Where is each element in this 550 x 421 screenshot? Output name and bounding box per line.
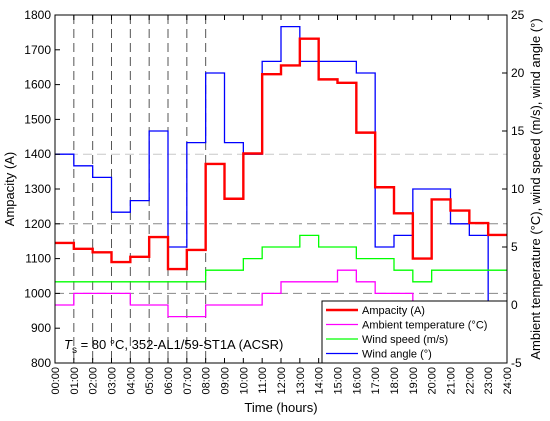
- left-tick-label: 1300: [24, 182, 51, 196]
- right-tick-label: 25: [511, 8, 525, 22]
- x-tick-label: 02:00: [88, 367, 100, 395]
- x-tick-label: 11:00: [257, 367, 269, 394]
- x-tick-label: 24:00: [502, 367, 514, 395]
- left-tick-label: 1800: [24, 8, 51, 22]
- x-tick-label: 14:00: [314, 367, 326, 395]
- x-tick-label: 04:00: [125, 367, 137, 395]
- x-tick-label: 19:00: [408, 367, 420, 395]
- x-tick-label: 20:00: [427, 367, 439, 395]
- legend-label: Ambient temperature (°C): [362, 320, 487, 332]
- legend-label: Wind speed (m/s): [362, 334, 448, 346]
- x-tick-label: 03:00: [107, 367, 119, 395]
- series-line: [55, 25, 507, 306]
- legend-box: [321, 300, 508, 364]
- right-axis: -5 0 5 10 15 20 25: [502, 8, 525, 370]
- x-tick-label: 01:00: [69, 367, 81, 395]
- left-tick-label: 800: [31, 356, 51, 370]
- x-tick-label: 12:00: [276, 367, 288, 395]
- series-line: [55, 269, 507, 318]
- x-tick-label: 05:00: [144, 367, 156, 395]
- right-tick-label: 10: [511, 182, 525, 196]
- left-tick-label: 900: [31, 321, 51, 335]
- x-tick-label: 16:00: [351, 367, 363, 395]
- left-tick-label: 1600: [24, 78, 51, 92]
- x-axis: 00:00 01:00 02:00 03:00 04:00 05:00 06:00 07:00…: [50, 15, 514, 395]
- right-tick-label: 15: [511, 124, 525, 138]
- x-tick-label: 23:00: [483, 367, 495, 395]
- left-axis: 800 900 1000 1100 1200 1300 1400 1500 1600 1700 18…: [24, 8, 60, 370]
- left-axis-title: Ampacity (A): [2, 152, 17, 226]
- x-tick-label: 21:00: [446, 367, 458, 395]
- right-tick-label: 0: [511, 298, 518, 312]
- x-tick-label: 17:00: [370, 367, 382, 395]
- right-tick-label: 20: [511, 66, 525, 80]
- x-axis-title: Time (hours): [244, 400, 317, 415]
- x-tick-label: 22:00: [464, 367, 476, 395]
- left-tick-label: 1700: [24, 43, 51, 57]
- left-tick-label: 1000: [24, 286, 51, 300]
- left-tick-label: 1200: [24, 217, 51, 231]
- legend: Ampacity (A) Ambient temperature (°C) Wind…: [321, 300, 508, 364]
- legend-label: Wind angle (°): [362, 349, 432, 361]
- x-tick-label: 10:00: [238, 367, 250, 395]
- right-tick-label: 5: [511, 240, 518, 254]
- right-tick-label: -5: [511, 356, 522, 370]
- x-tick-label: 07:00: [182, 367, 194, 395]
- legend-label: Ampacity (A): [362, 305, 425, 317]
- left-tick-label: 1500: [24, 112, 51, 126]
- x-tick-label: 13:00: [295, 367, 307, 395]
- annotation-text: = 80 °C, 352-AL1/59-ST1A (ACSR): [77, 337, 283, 352]
- x-tick-label: 18:00: [389, 367, 401, 395]
- annotation-symbol: T: [64, 337, 73, 352]
- series-line: [55, 234, 507, 283]
- x-tick-label: 00:00: [50, 367, 62, 395]
- left-tick-label: 1400: [24, 147, 51, 161]
- x-tick-label: 06:00: [163, 367, 175, 395]
- annotation-subscript: s: [72, 345, 77, 356]
- conductor-annotation: Ts = 80 °C, 352-AL1/59-ST1A (ACSR): [64, 337, 283, 356]
- x-tick-label: 08:00: [201, 367, 213, 395]
- x-tick-label: 15:00: [333, 367, 345, 395]
- left-tick-label: 1100: [25, 252, 51, 266]
- right-axis-title: Ambient temperature (°C), wind speed (m/…: [528, 18, 543, 359]
- series-line: [55, 37, 507, 271]
- x-tick-label: 09:00: [220, 367, 232, 395]
- series-lines: [55, 25, 507, 318]
